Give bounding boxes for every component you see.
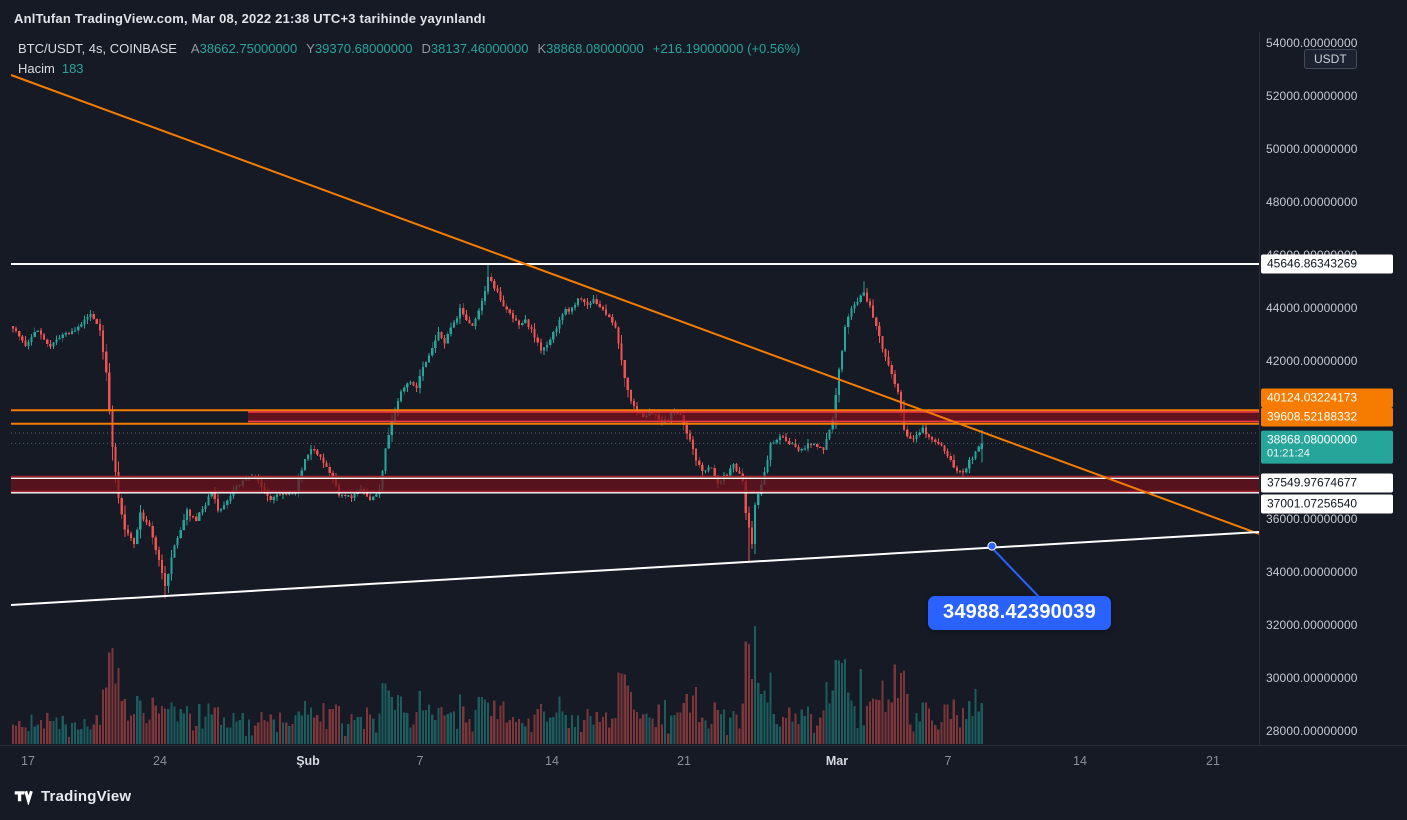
- time-axis-tick: 14: [1073, 754, 1087, 768]
- legend-open: A38662.75000000: [191, 41, 297, 56]
- price-axis[interactable]: 54000.00000000 52000.00000000 50000.000000…: [1259, 32, 1407, 745]
- trendlines[interactable]: [11, 74, 1259, 606]
- orange-price-label-40124: 40124.03224173: [1261, 388, 1393, 408]
- legend-high: Y39370.68000000: [306, 41, 412, 56]
- time-axis-tick: 7: [416, 754, 424, 768]
- price-axis-tick: 36000.00000000: [1266, 512, 1358, 527]
- current-price-label: 38868.08000000 01:21:24: [1261, 431, 1393, 464]
- price-axis-tick: 54000.00000000: [1266, 36, 1358, 50]
- open-letter: A: [190, 41, 200, 56]
- candlesticks: [11, 264, 983, 599]
- orange-price-label-39608: 39608.52188332: [1261, 407, 1393, 427]
- price-axis-tick: 52000.00000000: [1266, 88, 1358, 103]
- price-callout-label[interactable]: 34988.42390039: [928, 596, 1111, 630]
- legend-symbol-row: BTC/USDT, 4s, COINBASE A38662.75000000 Y…: [18, 41, 800, 61]
- white-price-label-45646: 45646.86343269: [1261, 254, 1393, 274]
- attribution-text: AnlTufan TradingView.com, Mar 08, 2022 2…: [14, 11, 486, 26]
- close-letter: K: [537, 41, 547, 56]
- time-axis[interactable]: 17 24 Şub 7 14 21 Mar 7 14 21: [0, 745, 1407, 780]
- price-axis-tick: 34000.00000000: [1266, 565, 1358, 580]
- open-value: 38662.75000000: [199, 41, 298, 56]
- volume-bars: [11, 626, 983, 744]
- chart-legend: BTC/USDT, 4s, COINBASE A38662.75000000 Y…: [18, 41, 800, 81]
- legend-close: K38868.08000000: [537, 41, 643, 56]
- volume-label: Hacim: [18, 61, 55, 76]
- time-axis-tick: 7: [944, 754, 952, 768]
- callout-connector: [987, 541, 1041, 599]
- tradingview-logo-icon: [14, 790, 33, 805]
- close-value: 38868.08000000: [546, 41, 644, 56]
- legend-volume-row: Hacim 183: [18, 61, 800, 81]
- price-axis-tick: 42000.00000000: [1266, 353, 1358, 368]
- high-letter: Y: [306, 41, 315, 56]
- price-axis-tick: 44000.00000000: [1266, 300, 1358, 315]
- price-levels[interactable]: [11, 263, 1259, 494]
- tradingview-watermark[interactable]: TradingView: [13, 787, 131, 805]
- brand-name: TradingView: [41, 787, 132, 805]
- time-axis-tick: 24: [153, 754, 167, 768]
- time-axis-tick: 21: [677, 754, 691, 768]
- price-axis-tick: 48000.00000000: [1266, 194, 1358, 209]
- price-axis-tick: 32000.00000000: [1266, 618, 1358, 633]
- symbol-title[interactable]: BTC/USDT, 4s, COINBASE: [18, 41, 177, 56]
- time-axis-tick: Şub: [296, 754, 320, 768]
- price-axis-tick: 30000.00000000: [1266, 671, 1358, 686]
- high-value: 39370.68000000: [314, 41, 413, 56]
- white-price-label-37001: 37001.07256540: [1261, 494, 1393, 514]
- time-axis-tick: 17: [21, 754, 35, 768]
- currency-unit-badge[interactable]: USDT: [1304, 49, 1357, 69]
- legend-change: +216.19000000 (+0.56%): [652, 41, 801, 56]
- volume-value: 183: [61, 61, 84, 76]
- time-axis-tick: 21: [1206, 754, 1220, 768]
- legend-low: D38137.46000000: [421, 41, 528, 56]
- low-letter: D: [421, 41, 431, 56]
- low-value: 38137.46000000: [430, 41, 529, 56]
- time-axis-tick: Mar: [825, 754, 849, 768]
- price-axis-tick: 50000.00000000: [1266, 141, 1358, 156]
- time-axis-tick: 14: [545, 754, 559, 768]
- white-price-label-37549: 37549.97674677: [1261, 473, 1393, 493]
- price-axis-tick: 28000.00000000: [1266, 724, 1358, 738]
